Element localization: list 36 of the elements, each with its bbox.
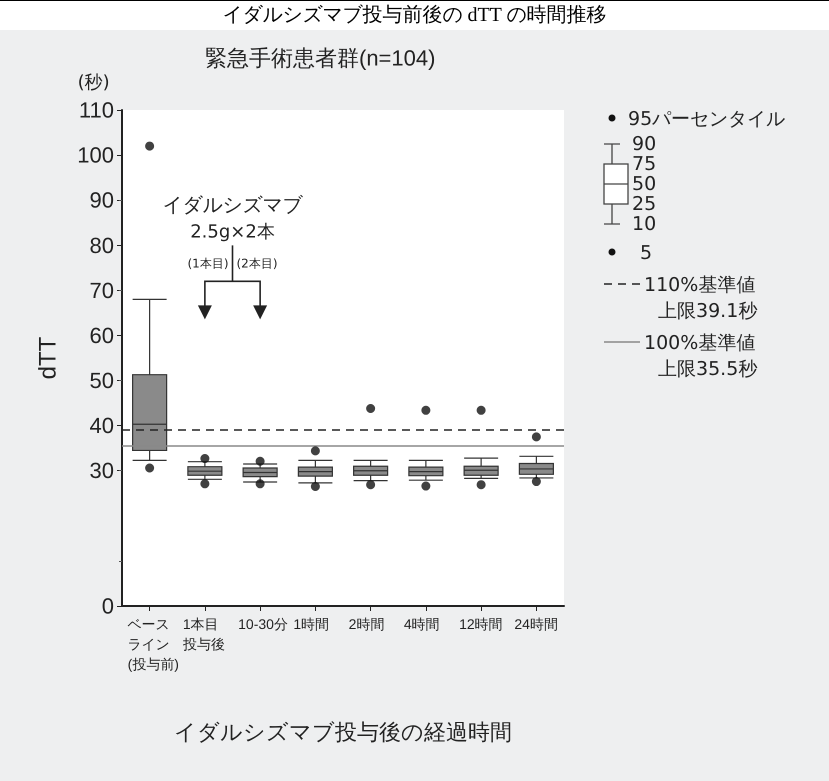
text: 50 <box>632 173 656 195</box>
y-tick-label: 0 <box>102 594 114 618</box>
annotation: (1本目) <box>188 256 228 270</box>
y-tick-label: 70 <box>90 278 114 303</box>
y-tick-label: 110 <box>78 98 114 122</box>
legend-label: 110%基準値上限39.1秒 <box>644 274 758 322</box>
y-tick-label: 90 <box>90 188 114 213</box>
y-tick-label: 50 <box>90 368 114 394</box>
annotation: (2本目) <box>236 256 278 270</box>
chart-title: イダルシズマブ投与前後の dTT の時間推移 <box>0 0 829 31</box>
text: 75 <box>632 153 656 175</box>
x-tick-label: 24時間 <box>514 616 558 632</box>
annotation: 2.5g×2本 <box>190 221 275 242</box>
text: 90 <box>632 133 656 155</box>
x-axis-title: イダルシズマブ投与後の経過時間 <box>174 720 512 744</box>
x-tick-label: 1時間 <box>293 616 330 632</box>
x-tick-label: 10-30分 <box>238 616 288 632</box>
legend-label: 100%基準値上限35.5秒 <box>644 332 758 380</box>
text: 10 <box>632 213 656 235</box>
text: 5 <box>640 242 652 264</box>
y-tick-label: 80 <box>90 232 114 258</box>
y-tick-label: 40 <box>90 413 114 438</box>
y-axis-title: dTT <box>34 336 62 380</box>
y-tick-label: 60 <box>90 322 114 348</box>
x-tick-label: ベースライン(投与前) <box>128 616 179 672</box>
annotation: イダルシズマブ <box>162 192 304 216</box>
text: (秒) <box>78 72 110 93</box>
x-tick-label: 2時間 <box>348 616 384 632</box>
text: 25 <box>632 193 656 215</box>
x-tick-label: 12時間 <box>459 616 503 632</box>
chart-subtitle: 緊急手術患者群(n=104) <box>205 46 436 70</box>
y-tick-label: 30 <box>90 458 114 484</box>
x-tick-label: 1本目投与後 <box>182 616 225 652</box>
x-tick-label: 4時間 <box>404 616 440 632</box>
y-tick-label: 100 <box>77 142 114 168</box>
text: 95パーセンタイル <box>628 108 786 130</box>
